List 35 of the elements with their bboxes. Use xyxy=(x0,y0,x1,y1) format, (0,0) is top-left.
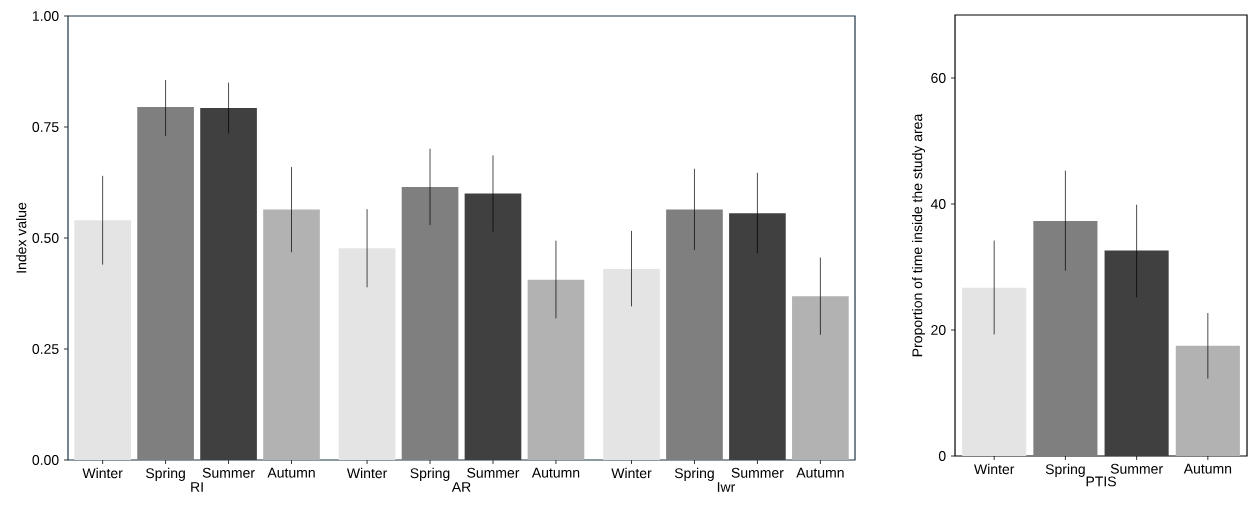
x-tick-label: Summer xyxy=(467,467,520,478)
x-tick-label: Winter xyxy=(82,467,123,479)
x-tick-label: Summer xyxy=(202,467,255,478)
bar xyxy=(1033,221,1098,456)
x-tick-label: Autumn xyxy=(796,467,844,478)
y-tick-label: 0.75 xyxy=(32,122,59,132)
x-tick-label: Spring xyxy=(146,467,185,481)
y-tick-label: 20 xyxy=(931,325,946,335)
x-tick-label: Summer xyxy=(731,467,784,478)
x-tick-label: Summer xyxy=(1110,463,1163,474)
bar xyxy=(962,287,1027,456)
y-tick-label: 0 xyxy=(938,451,946,461)
x-tick-label: Autumn xyxy=(267,467,315,478)
bar xyxy=(1175,345,1240,456)
x-axis-title: PTIS xyxy=(1086,476,1116,487)
y-tick-label: 1.00 xyxy=(32,11,59,21)
y-tick-label: 0.00 xyxy=(32,455,59,465)
text: Iwr xyxy=(717,482,736,492)
bar xyxy=(1104,250,1169,456)
x-tick-label: Autumn xyxy=(531,467,580,478)
x-tick-label: Spring xyxy=(674,467,714,481)
x-tick-label: Winter xyxy=(611,467,652,479)
text: RI xyxy=(191,482,203,492)
y-tick-label: 40 xyxy=(930,199,946,209)
text: AR xyxy=(451,482,471,492)
y-tick-label: 0.25 xyxy=(32,344,59,354)
y-axis-title: Proportion of time inside the study area xyxy=(911,113,926,357)
x-tick-label: Spring xyxy=(1045,463,1085,477)
x-tick-label: Autumn xyxy=(1183,463,1232,474)
x-tick-label: Spring xyxy=(410,467,450,481)
y-tick-label: 0.50 xyxy=(32,233,59,243)
x-tick-label: Winter xyxy=(346,467,388,479)
x-tick-label: Winter xyxy=(974,463,1015,475)
y-axis-title: Index value xyxy=(16,202,27,273)
y-tick-label: 60 xyxy=(931,73,946,83)
